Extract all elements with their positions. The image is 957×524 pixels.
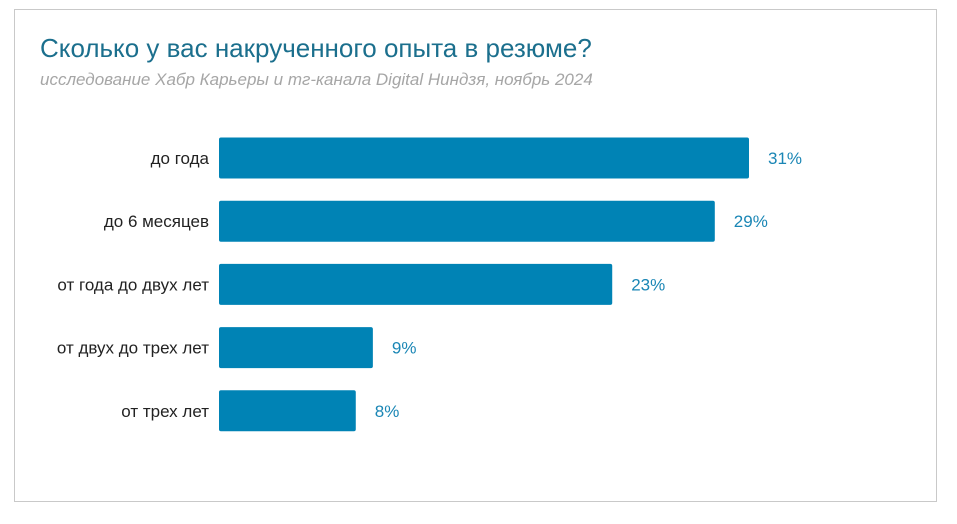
bar [219, 327, 373, 369]
chart-card [14, 9, 937, 502]
value-label: 9% [392, 339, 417, 358]
bar [219, 263, 613, 305]
value-label: 8% [375, 402, 400, 421]
chart-title: Сколько у вас накрученного опыта в резюм… [40, 33, 592, 63]
value-label: 31% [768, 149, 802, 168]
category-label: до 6 месяцев [104, 212, 209, 231]
category-label: от года до двух лет [57, 275, 209, 294]
category-label: от трех лет [121, 402, 209, 421]
bar [219, 200, 715, 242]
category-label: от двух до трех лет [57, 339, 209, 358]
value-label: 29% [734, 212, 768, 231]
value-label: 23% [631, 275, 665, 294]
chart-subtitle: исследование Хабр Карьеры и тг-канала Di… [40, 70, 593, 89]
bar [219, 390, 356, 432]
bar [219, 137, 749, 179]
category-label: до года [151, 149, 210, 168]
